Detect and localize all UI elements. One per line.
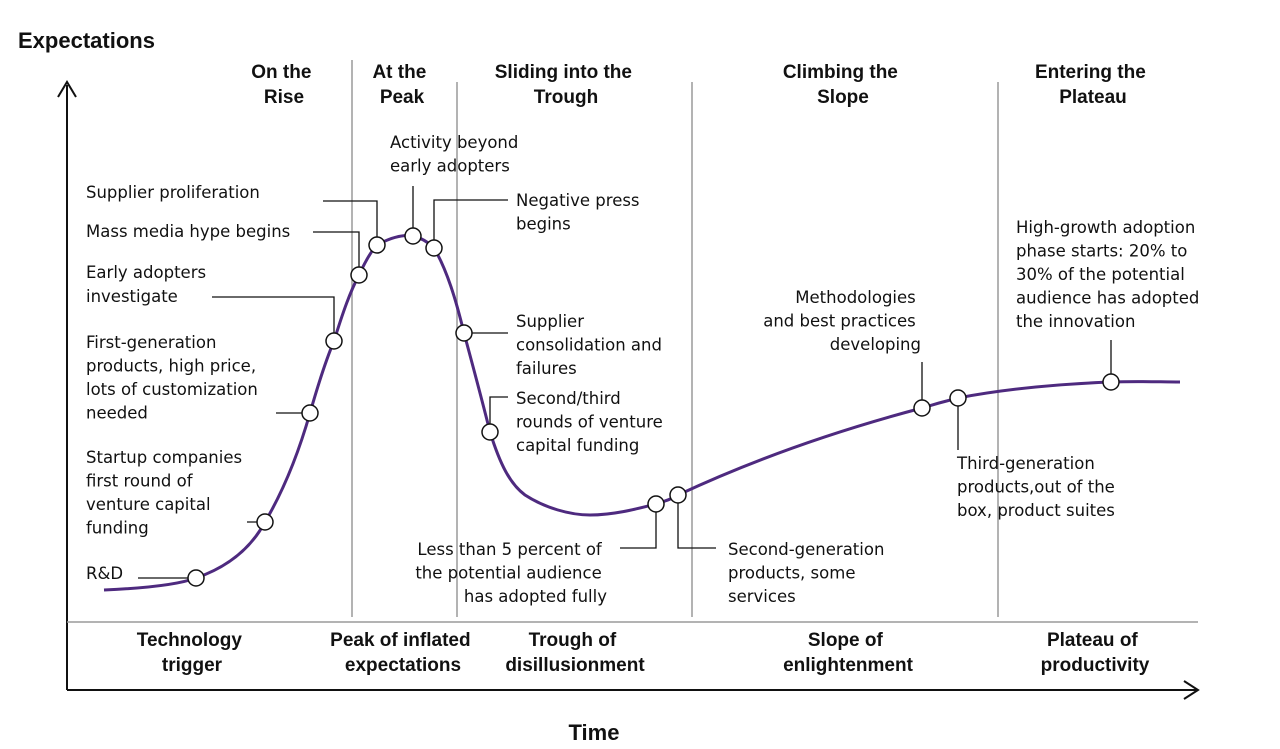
marker-high-growth (1102, 373, 1120, 391)
leader-supplier-prolif (323, 200, 378, 245)
annotation-less-than: Less than 5 percent of the potential aud… (415, 540, 607, 606)
annotation-high-growth: High-growth adoption phase starts: 20% t… (1016, 218, 1205, 331)
phase-dividers (67, 60, 1198, 623)
curve-markers (187, 227, 1120, 587)
marker-rd (187, 569, 205, 587)
annotation-startup: Startup companies first round of venture… (86, 448, 247, 538)
bottom-phase-peak-of-inflated-expectations: Peak of inflated expectations (330, 630, 476, 676)
leader-less-than (620, 504, 657, 549)
leader-second-third (489, 396, 508, 432)
leader-early-adopters (212, 296, 335, 341)
marker-methodologies (913, 399, 931, 417)
marker-negative-press (425, 239, 443, 257)
bottom-phase-slope-of-enlightenment: Slope of enlightenment (783, 630, 914, 676)
marker-second-gen (669, 486, 687, 504)
marker-third-gen (949, 389, 967, 407)
marker-second-third (481, 423, 499, 441)
annotation-second-third: Second/third rounds of venture capital f… (516, 389, 668, 455)
marker-supplier-prolif (368, 236, 386, 254)
bottom-phase-technology-trigger: Technology trigger (137, 630, 248, 676)
marker-consolidation (455, 324, 473, 342)
annotation-methodologies: Methodologies and best practices develop… (763, 288, 921, 354)
marker-activity (404, 227, 422, 245)
annotation-consolidation: Supplier consolidation and failures (516, 312, 667, 378)
annotation-second-gen: Second-generation products, some service… (728, 540, 890, 606)
leader-lines (138, 186, 1112, 579)
annotation-supplier-prolif: Supplier proliferation (86, 183, 260, 202)
marker-less-than (647, 495, 665, 513)
x-axis-arrow (1183, 680, 1200, 700)
annotation-first-gen: First-generation products, high price, l… (86, 333, 263, 423)
top-phase-sliding-into-trough: Sliding into the Trough (495, 62, 637, 108)
axes (57, 80, 1200, 700)
x-axis-title: Time (569, 720, 620, 745)
annotation-negative-press: Negative press begins (516, 191, 645, 234)
bottom-phase-trough-of-disillusionment: Trough of disillusionment (505, 630, 645, 676)
bottom-phase-plateau-of-productivity: Plateau of productivity (1041, 630, 1150, 676)
top-phase-climbing-slope: Climbing the Slope (783, 62, 903, 108)
bottom-phase-labels: Technology trigger Peak of inflated expe… (137, 630, 1150, 676)
annotation-early-adopters: Early adopters investigate (86, 263, 211, 306)
y-axis-title: Expectations (18, 28, 155, 53)
annotation-third-gen: Third-generation products,out of the box… (956, 454, 1120, 520)
marker-startup (256, 513, 274, 531)
annotation-rd: R&D (86, 564, 123, 583)
annotation-activity: Activity beyond early adopters (390, 133, 524, 176)
leader-mass-media (313, 231, 360, 275)
marker-first-gen (301, 404, 319, 422)
top-phase-labels: On the Rise At the Peak Sliding into the… (251, 62, 1151, 108)
leader-negative-press (433, 199, 508, 248)
marker-mass-media (350, 266, 368, 284)
top-phase-entering-plateau: Entering the Plateau (1035, 62, 1151, 108)
y-axis-arrow (57, 80, 77, 98)
annotations: R&D Startup companies first round of ven… (86, 133, 1205, 606)
top-phase-at-the-peak: At the Peak (372, 62, 431, 108)
marker-early-adopters (325, 332, 343, 350)
leader-second-gen (677, 495, 716, 549)
annotation-mass-media: Mass media hype begins (86, 222, 290, 241)
top-phase-on-the-rise: On the Rise (251, 62, 316, 108)
